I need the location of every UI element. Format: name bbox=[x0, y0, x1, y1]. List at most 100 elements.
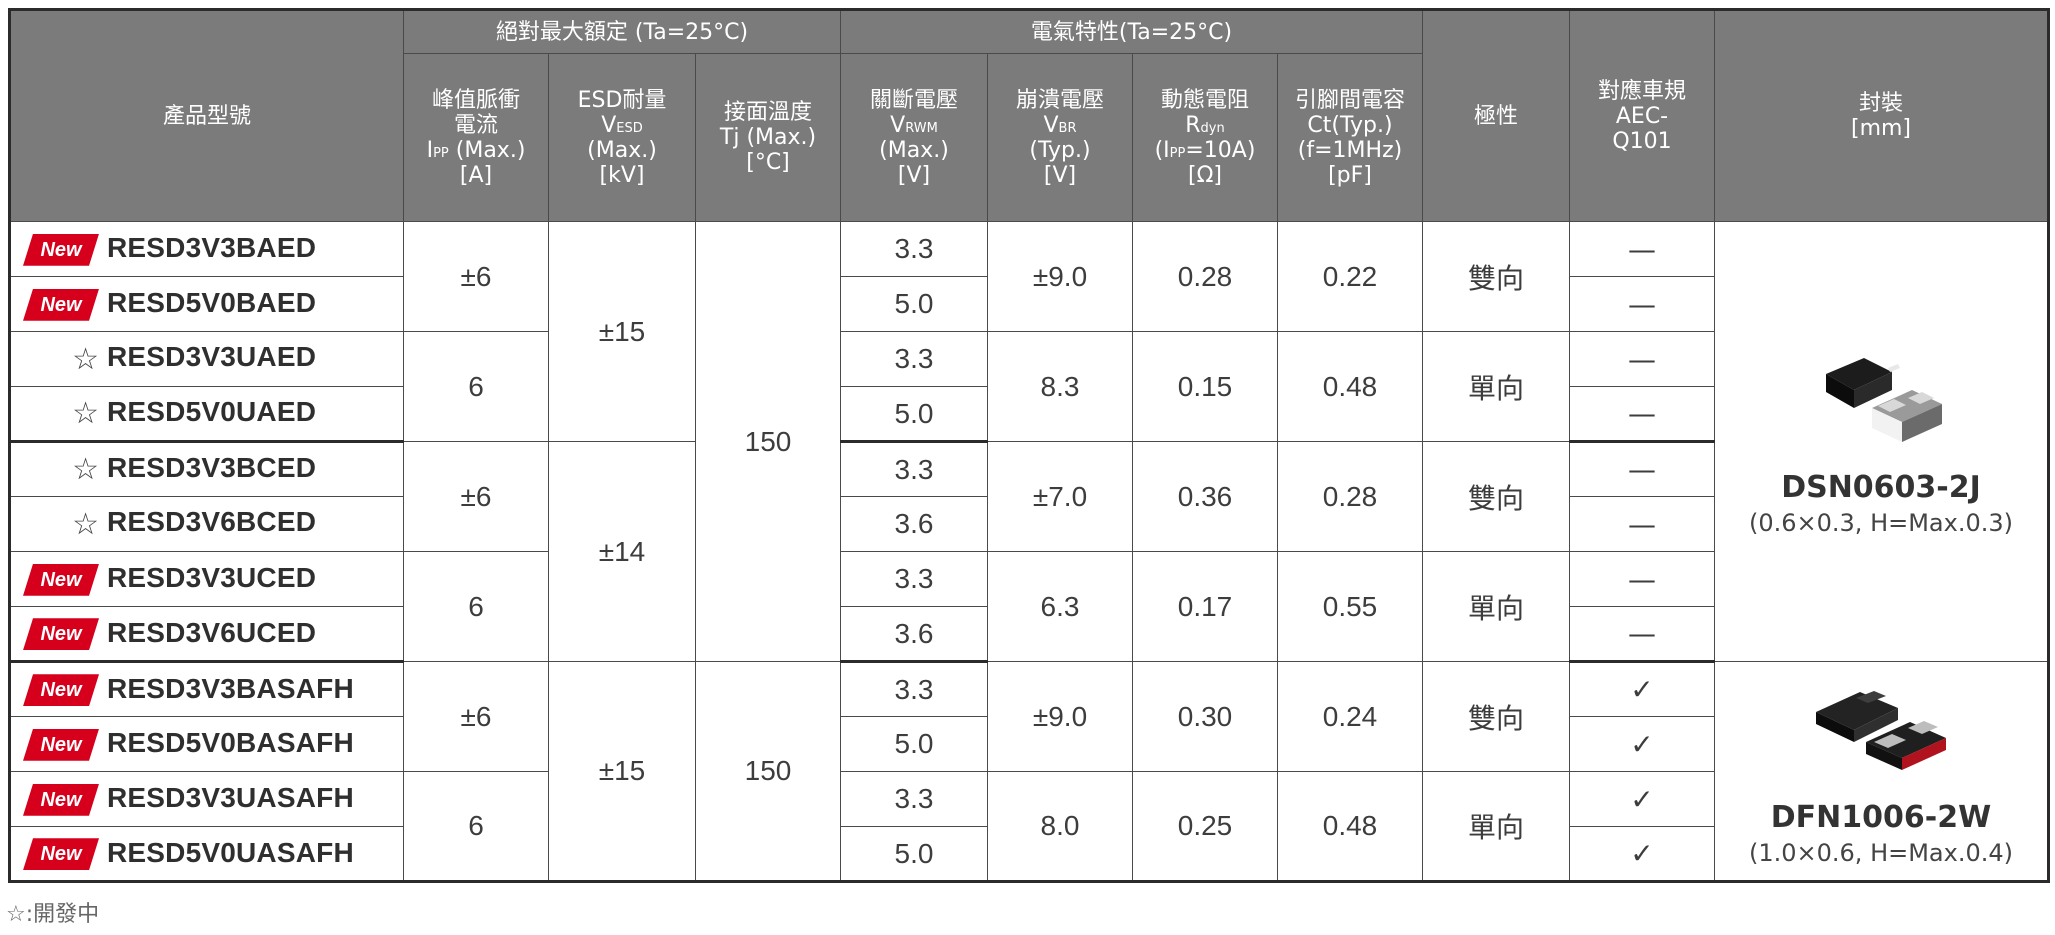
new-badge: New bbox=[23, 289, 99, 321]
rdyn-value: 0.25 bbox=[1132, 771, 1278, 882]
header-vrwm-line3: (Max.) bbox=[879, 137, 949, 163]
header-vrwm-subscript: RWM bbox=[905, 120, 938, 136]
part-number: RESD3V3UASAFH bbox=[107, 782, 354, 814]
ipp-value: 6 bbox=[403, 551, 549, 662]
vbr-value: 8.0 bbox=[987, 771, 1133, 882]
ct-value: 0.55 bbox=[1277, 551, 1423, 662]
rdyn-value: 0.15 bbox=[1132, 331, 1278, 442]
vrwm-value: 3.3 bbox=[840, 551, 988, 607]
header-vrwm: 關斷電壓 VRWM (Max.) [V] bbox=[840, 53, 988, 222]
header-vbr-subscript: BR bbox=[1058, 120, 1077, 136]
vbr-value: 6.3 bbox=[987, 551, 1133, 662]
header-tj-line2: Tj (Max.) bbox=[719, 125, 817, 150]
header-vbr-line2: VBR bbox=[989, 112, 1132, 138]
header-vrwm-line2: VRWM bbox=[842, 112, 987, 138]
table-row: New RESD3V3UASAFH 6 3.3 8.0 0.25 0.48 單向 ✓ bbox=[9, 771, 2049, 882]
polarity-value: 單向 bbox=[1422, 771, 1570, 882]
ct-value: 0.22 bbox=[1277, 221, 1423, 332]
header-vbr-line3: (Typ.) bbox=[1029, 137, 1091, 163]
part-number-cell: New RESD5V0BASAFH bbox=[9, 716, 404, 772]
polarity-value: 雙向 bbox=[1422, 441, 1570, 552]
package-dimensions: (0.6×0.3, H=Max.0.3) bbox=[1749, 509, 2013, 537]
aec-q101-value: — bbox=[1569, 221, 1715, 277]
aec-q101-value: — bbox=[1569, 276, 1715, 332]
tj-value: 150 bbox=[695, 661, 841, 882]
part-number: RESD3V3BCED bbox=[107, 451, 317, 483]
vbr-value: ±9.0 bbox=[987, 661, 1133, 772]
header-rdyn-line3: (IPP=10A) bbox=[1134, 137, 1277, 163]
chip2-pad-a bbox=[1878, 399, 1906, 412]
header-vbr-symbol: V bbox=[1043, 112, 1059, 138]
header-rdyn-unit: [Ω] bbox=[1188, 162, 1222, 188]
header-ct: 引腳間電容 Ct(Typ.) (f=1MHz) [pF] bbox=[1277, 53, 1423, 222]
table-row: New RESD3V3UCED 6 3.3 6.3 0.17 0.55 單向 — bbox=[9, 551, 2049, 662]
header-aec-line3: Q101 bbox=[1612, 128, 1672, 154]
header-vesd-unit: [kV] bbox=[599, 162, 645, 188]
chip2-pad-a bbox=[1874, 733, 1906, 748]
header-ipp-subscript: PP bbox=[433, 145, 449, 161]
aec-q101-value: — bbox=[1569, 441, 1715, 497]
chip-top-face bbox=[1826, 358, 1892, 390]
header-tj-line1: 接面溫度 bbox=[723, 100, 812, 125]
vrwm-value: 3.3 bbox=[840, 331, 988, 387]
table-row: New RESD3V6UCED 3.6 — bbox=[9, 606, 2049, 663]
vesd-value: ±15 bbox=[548, 221, 696, 442]
header-rdyn: 動態電阻 Rdyn (IPP=10A) [Ω] bbox=[1132, 53, 1278, 222]
part-number: RESD3V3UCED bbox=[107, 562, 317, 594]
header-aec-line2: AEC- bbox=[1615, 103, 1669, 129]
header-package-line1: 封裝 bbox=[1858, 91, 1903, 116]
header-vbr-line1: 崩潰電壓 bbox=[1015, 87, 1104, 113]
vbr-value: 8.3 bbox=[987, 331, 1133, 442]
rdyn-value: 0.30 bbox=[1132, 661, 1278, 772]
part-number: RESD3V6UCED bbox=[107, 616, 317, 648]
vrwm-value: 3.3 bbox=[840, 441, 988, 497]
header-vrwm-symbol: V bbox=[890, 112, 906, 138]
new-badge: New bbox=[23, 674, 99, 706]
header-ct-unit: [pF] bbox=[1328, 162, 1372, 188]
chip2-side-face bbox=[1872, 408, 1902, 442]
part-number-cell: ☆ RESD3V3UAED bbox=[9, 331, 404, 387]
vbr-value: ±7.0 bbox=[987, 441, 1133, 552]
vrwm-value: 3.6 bbox=[840, 496, 988, 552]
part-number-cell: New RESD3V3BASAFH bbox=[9, 661, 404, 717]
ipp-value: ±6 bbox=[403, 441, 549, 552]
part-number-cell: ☆ RESD3V6BCED bbox=[9, 496, 404, 552]
star-icon: ☆ bbox=[72, 452, 99, 488]
chip-pad bbox=[1888, 364, 1900, 372]
table-row: New RESD3V3BASAFH ±6 ±15 150 3.3 ±9.0 0.30 0.24 雙… bbox=[9, 661, 2049, 882]
header-ct-line1: 引腳間電容 bbox=[1294, 87, 1405, 113]
part-number-cell: New RESD5V0UASAFH bbox=[9, 826, 404, 883]
new-badge: New bbox=[23, 234, 99, 266]
table-row: New RESD5V0BASAFH 5.0 ✓ bbox=[9, 716, 2049, 772]
header-ipp: 峰值脈衝 電流 IPP (Max.) [A] bbox=[403, 53, 549, 222]
new-badge: New bbox=[23, 784, 99, 816]
aec-q101-value: ✓ bbox=[1569, 826, 1715, 883]
polarity-value: 雙向 bbox=[1422, 221, 1570, 332]
aec-q101-value: ✓ bbox=[1569, 771, 1715, 827]
header-absolute-max-ratings: 絕對最大額定 (Ta=25°C) bbox=[403, 9, 841, 54]
spec-table-body: New RESD3V3BAED ±6 ±15 150 3.3 ±9.0 0.28 0.22 雙向 —… bbox=[9, 221, 2049, 883]
aec-q101-value: — bbox=[1569, 496, 1715, 552]
header-rdyn-cond-b: =10A) bbox=[1185, 137, 1256, 163]
table-row: ☆ RESD3V3BCED ±6 ±14 3.3 ±7.0 0.36 0.28 雙向 — bbox=[9, 441, 2049, 662]
chip2-front-face bbox=[1902, 404, 1942, 442]
footnote-in-development: ☆:開發中 bbox=[6, 902, 100, 927]
part-number: RESD3V3UAED bbox=[107, 341, 317, 373]
chip-side-face bbox=[1826, 374, 1854, 408]
header-rdyn-line1: 動態電阻 bbox=[1160, 87, 1249, 113]
chip-top-face bbox=[1816, 691, 1898, 730]
part-number: RESD5V0UASAFH bbox=[107, 836, 354, 868]
ipp-value: ±6 bbox=[403, 221, 549, 332]
header-aec-q101: 對應車規 AEC- Q101 bbox=[1569, 9, 1715, 222]
header-ipp-line1: 峰值脈衝 bbox=[431, 87, 520, 113]
header-vesd-line2: VESD bbox=[550, 113, 695, 138]
new-badge: New bbox=[23, 618, 99, 650]
package-name: DFN1006-2W bbox=[1770, 799, 1992, 835]
ipp-value: ±6 bbox=[403, 661, 549, 772]
star-icon: ☆ bbox=[72, 506, 99, 542]
chip-front-face bbox=[1854, 707, 1898, 742]
aec-q101-value: — bbox=[1569, 386, 1715, 443]
part-number-cell: New RESD3V3UCED bbox=[9, 551, 404, 607]
ct-value: 0.24 bbox=[1277, 661, 1423, 772]
part-number-cell: ☆ RESD5V0UAED bbox=[9, 386, 404, 443]
